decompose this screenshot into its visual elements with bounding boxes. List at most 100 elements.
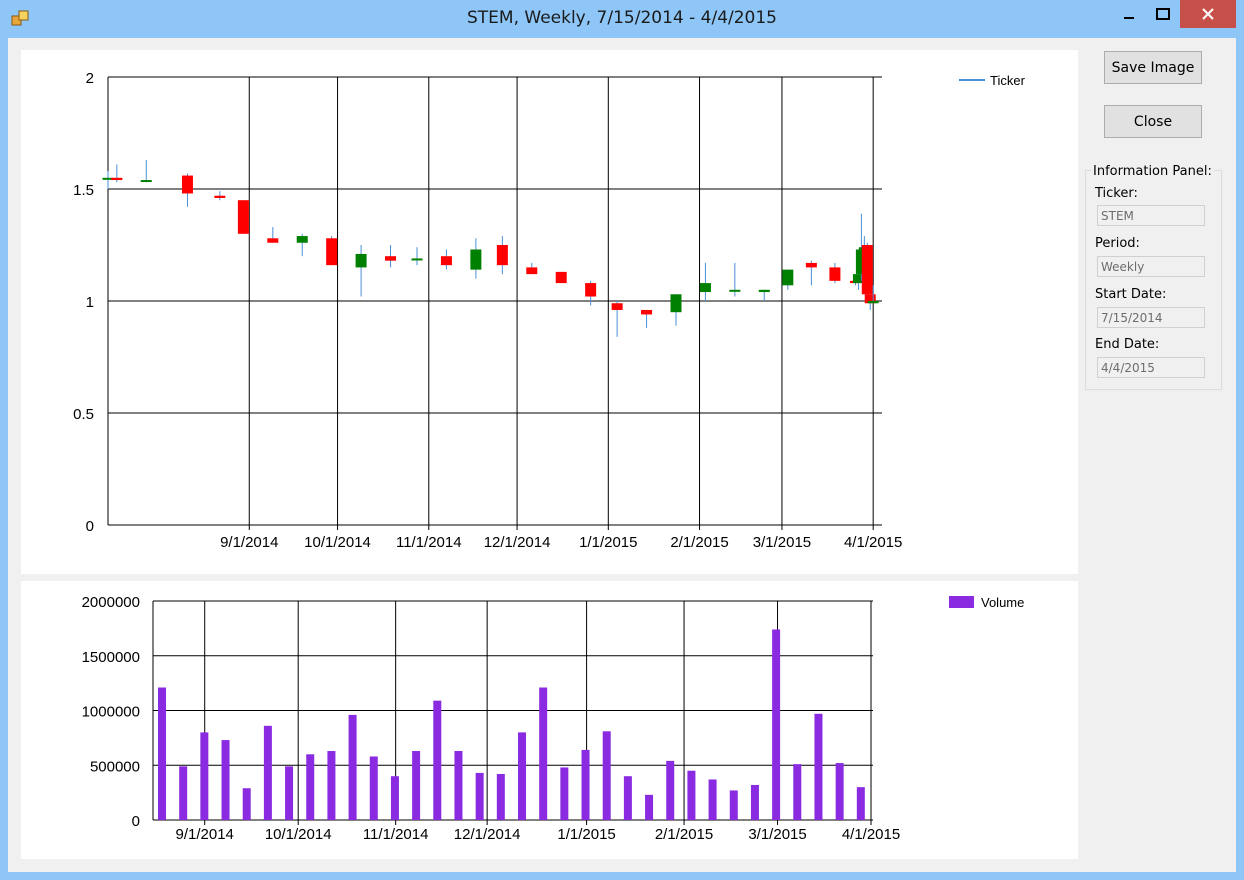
volume-bar bbox=[433, 700, 442, 820]
y-tick-label: 0 bbox=[86, 518, 94, 535]
candle-body bbox=[555, 271, 567, 284]
candle-body bbox=[585, 283, 597, 297]
volume-bar bbox=[327, 751, 336, 820]
close-window-button[interactable] bbox=[1180, 0, 1236, 28]
y-tick-label: 0 bbox=[132, 813, 140, 830]
candle-body bbox=[526, 267, 538, 275]
legend-volume-label: Volume bbox=[981, 595, 1024, 610]
candle-body bbox=[470, 249, 482, 270]
candle-body bbox=[829, 267, 841, 281]
volume-chart: 0 500000 1000000 1500000 2000000 9/1/2014 10/1… bbox=[82, 594, 1025, 843]
volume-bar bbox=[369, 756, 378, 820]
maximize-icon bbox=[1156, 8, 1170, 20]
volume-bar bbox=[729, 790, 738, 820]
start-date-label: Start Date: bbox=[1095, 287, 1167, 302]
volume-bar bbox=[454, 751, 463, 820]
close-button[interactable]: Close bbox=[1104, 105, 1202, 138]
x-tick-label: 12/1/2014 bbox=[454, 826, 521, 843]
volume-bar bbox=[645, 794, 654, 820]
volume-bar bbox=[179, 766, 188, 820]
window-title: STEM, Weekly, 7/15/2014 - 4/4/2015 bbox=[466, 8, 778, 28]
period-field: Weekly bbox=[1097, 256, 1205, 277]
candle-body bbox=[861, 245, 873, 295]
volume-bar bbox=[200, 732, 209, 820]
x-tick-label: 11/1/2014 bbox=[363, 826, 429, 843]
volume-bar bbox=[221, 740, 230, 820]
candle-body bbox=[440, 256, 452, 266]
maximize-button[interactable] bbox=[1146, 0, 1180, 28]
volume-bar bbox=[306, 754, 315, 820]
x-tick-label: 9/1/2014 bbox=[176, 826, 234, 843]
ticker-field: STEM bbox=[1097, 205, 1205, 226]
y-tick-label: 1 bbox=[86, 294, 94, 311]
volume-bar bbox=[623, 776, 632, 820]
minimize-button[interactable] bbox=[1112, 0, 1146, 28]
information-panel-title: Information Panel: bbox=[1091, 164, 1214, 179]
candle-body bbox=[729, 289, 741, 292]
x-tick-label: 10/1/2014 bbox=[304, 534, 371, 551]
y-tick-label: 2000000 bbox=[82, 594, 140, 611]
volume-bar bbox=[560, 767, 569, 820]
y-tick-label: 2 bbox=[86, 70, 94, 87]
volume-bar bbox=[496, 774, 505, 820]
period-label: Period: bbox=[1095, 236, 1140, 251]
close-icon bbox=[1202, 8, 1214, 20]
title-bar[interactable]: STEM, Weekly, 7/15/2014 - 4/4/2015 bbox=[0, 0, 1244, 38]
candle-body bbox=[855, 249, 867, 275]
candle-body bbox=[111, 177, 123, 181]
x-tick-label: 9/1/2014 bbox=[220, 534, 278, 551]
candle-body bbox=[496, 245, 508, 266]
candle-body bbox=[326, 238, 338, 266]
x-tick-label: 1/1/2015 bbox=[557, 826, 615, 843]
volume-bar bbox=[263, 725, 272, 820]
minimize-icon bbox=[1124, 17, 1134, 19]
client-area: 0 0.5 1 1.5 2 9/1/2014 10/1/2014 11/1/2014 12/1/… bbox=[8, 38, 1236, 872]
volume-chart-panel: 0 500000 1000000 1500000 2000000 9/1/2014 10/1… bbox=[21, 581, 1078, 859]
candle-body bbox=[140, 180, 152, 183]
legend-volume-swatch bbox=[949, 596, 974, 608]
y-tick-label: 500000 bbox=[90, 758, 140, 775]
y-tick-label: 1000000 bbox=[82, 704, 140, 721]
x-tick-label: 11/1/2014 bbox=[396, 534, 462, 551]
candle-body bbox=[641, 309, 653, 315]
y-tick-label: 1500000 bbox=[82, 649, 140, 666]
candle-body bbox=[355, 253, 367, 268]
x-tick-label: 2/1/2015 bbox=[670, 534, 728, 551]
price-chart-panel: 0 0.5 1 1.5 2 9/1/2014 10/1/2014 11/1/2014 12/1/… bbox=[21, 50, 1078, 574]
start-date-field: 7/15/2014 bbox=[1097, 307, 1205, 328]
candle-body bbox=[852, 274, 864, 284]
candle-body bbox=[411, 258, 423, 261]
volume-bar bbox=[793, 764, 802, 820]
volume-bar bbox=[602, 731, 611, 820]
candle-body bbox=[102, 177, 114, 180]
volume-bar bbox=[835, 763, 844, 820]
candle-body bbox=[805, 262, 817, 268]
candle-body bbox=[864, 294, 876, 304]
x-tick-label: 2/1/2015 bbox=[655, 826, 713, 843]
candle-body bbox=[867, 301, 879, 304]
volume-bar bbox=[390, 776, 399, 820]
legend-ticker-label: Ticker bbox=[990, 73, 1026, 88]
volume-bar bbox=[475, 772, 484, 820]
candle-body bbox=[296, 236, 308, 243]
volume-bar bbox=[158, 687, 166, 820]
candle-body bbox=[699, 283, 711, 293]
candle-body bbox=[611, 303, 623, 310]
volume-bar bbox=[285, 766, 294, 820]
x-tick-label: 10/1/2014 bbox=[265, 826, 332, 843]
x-tick-label: 3/1/2015 bbox=[748, 826, 806, 843]
y-tick-label: 1.5 bbox=[73, 182, 94, 199]
volume-bar bbox=[581, 749, 590, 820]
candle-body bbox=[670, 294, 682, 313]
save-image-button[interactable]: Save Image bbox=[1104, 51, 1202, 84]
volume-bar bbox=[412, 751, 421, 820]
y-tick-label: 0.5 bbox=[73, 406, 94, 423]
candle-body bbox=[758, 289, 770, 293]
x-tick-label: 1/1/2015 bbox=[579, 534, 637, 551]
x-tick-label: 3/1/2015 bbox=[753, 534, 811, 551]
volume-bar bbox=[539, 687, 548, 820]
candle-body bbox=[237, 200, 249, 234]
volume-bar bbox=[242, 788, 251, 820]
volume-bar bbox=[772, 629, 781, 820]
